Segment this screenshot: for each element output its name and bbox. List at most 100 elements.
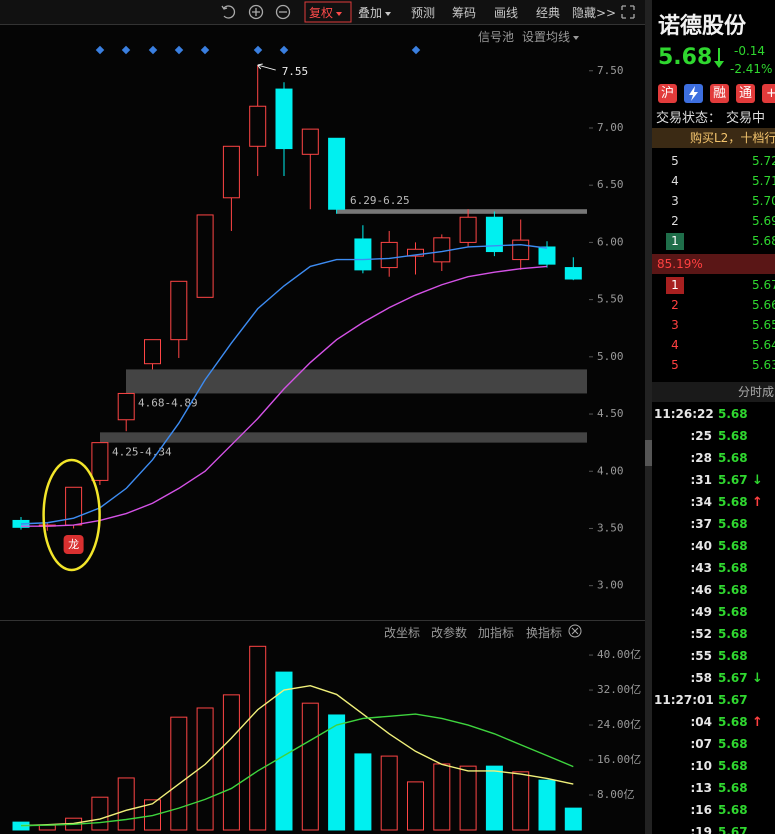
trade-time: :25	[690, 429, 713, 443]
candle-body	[564, 267, 582, 280]
trade-price: 5.68	[718, 605, 748, 619]
candle-body	[485, 216, 503, 253]
close-indicator-icon[interactable]	[568, 624, 582, 638]
trade-price: 5.68	[718, 803, 748, 817]
chart: 3.00 3.50 4.00 4.50 5.00 5.50 6.00 6.50 7.00 7.50…	[0, 0, 645, 831]
toolbar-button[interactable]: 预测	[411, 6, 436, 20]
stock-name: 诺德股份	[658, 14, 747, 39]
trade-time: :28	[690, 451, 713, 465]
trade-price: 5.68	[718, 737, 748, 751]
moving-average	[20, 243, 548, 525]
trade-price: 5.67	[718, 671, 748, 685]
trade-time: :40	[690, 539, 713, 553]
toolbar-button[interactable]: 画线	[494, 6, 519, 20]
toolbar-button[interactable]: 叠加	[358, 4, 391, 21]
scrollbar[interactable]	[645, 0, 652, 834]
volume-bar	[249, 645, 267, 831]
trade-time: :10	[690, 759, 713, 773]
trade-time: :13	[690, 781, 713, 795]
trade-arrow: ↑	[752, 715, 763, 730]
badge[interactable]: 通	[736, 84, 755, 103]
candle-body	[512, 239, 530, 261]
trade-price: 5.68	[718, 759, 748, 773]
trade-price: 5.68	[718, 627, 748, 641]
level: 3	[671, 318, 679, 332]
volume-bar	[301, 702, 319, 831]
volume-bar	[459, 765, 477, 831]
lightning-badge[interactable]	[684, 84, 703, 103]
y-tick-label: 16.00亿	[597, 753, 641, 766]
chart-link[interactable]: 信号池	[478, 30, 515, 44]
chart-link[interactable]: 设置均线	[522, 28, 579, 45]
toolbar-button[interactable]: 筹码	[452, 6, 477, 20]
candle-body	[328, 137, 346, 210]
order-price: 5.72	[752, 154, 775, 168]
trades-title: 分时成	[652, 382, 775, 402]
zone-label: 4.68-4.89	[138, 396, 198, 409]
y-tick-label: 7.50	[597, 64, 624, 77]
trade-price: 5.68	[718, 539, 748, 553]
indicator-button[interactable]: 改坐标	[384, 626, 421, 640]
trade-price: 5.68	[718, 583, 748, 597]
volume-bar	[354, 753, 372, 831]
volume-bar	[512, 771, 530, 831]
indicator-button[interactable]: 换指标	[526, 626, 563, 640]
status-label: 交易状态：	[656, 111, 722, 126]
button-label: 复权	[309, 6, 342, 20]
candle-body	[380, 241, 398, 269]
highlight-circle	[42, 458, 101, 572]
volume-bar	[485, 765, 503, 831]
order-price: 5.69	[752, 214, 775, 228]
toolbar-button[interactable]: 经典	[536, 6, 561, 20]
y-tick-label: 40.00亿	[597, 648, 641, 661]
zoom-in-icon[interactable]	[248, 4, 264, 20]
trade-time: :19	[690, 825, 713, 834]
close-indicator-icon[interactable]	[571, 627, 579, 635]
candle-body	[407, 248, 424, 257]
badge[interactable]: 沪	[658, 84, 677, 103]
indicator-button[interactable]: 加指标	[478, 626, 515, 640]
link-label: 设置均线	[522, 30, 579, 44]
high-label: 7.55	[282, 65, 309, 78]
y-tick-label: 3.00	[597, 579, 624, 592]
price-zone	[337, 209, 587, 214]
level: 5	[671, 358, 679, 372]
undo-icon[interactable]	[221, 5, 236, 19]
trade-price: 5.68	[718, 429, 748, 443]
toolbar-button[interactable]: 隐藏>>	[572, 6, 617, 20]
level: 4	[671, 174, 679, 188]
candle-body	[459, 216, 477, 243]
y-tick-label: 24.00亿	[597, 718, 641, 731]
indicator-button[interactable]: 改参数	[431, 626, 468, 640]
y-tick-label: 4.50	[597, 407, 624, 420]
candle-body	[170, 280, 188, 341]
zoom-out-icon[interactable]	[275, 4, 291, 20]
l2-banner[interactable]: 购买L2，十档行	[652, 128, 775, 148]
toolbar-button[interactable]: 复权	[309, 4, 342, 21]
button-label: 叠加	[358, 6, 391, 20]
trade-time: :46	[690, 583, 713, 597]
volume-bar	[222, 694, 240, 831]
badge[interactable]: +	[762, 84, 775, 103]
level: 1	[666, 233, 684, 250]
price-zone	[100, 432, 587, 443]
y-tick-label: 4.00	[597, 464, 624, 477]
level: 1	[666, 277, 684, 294]
price-change: -0.14	[734, 44, 766, 58]
zone-label: 6.29-6.25	[350, 194, 410, 207]
candle-body	[275, 88, 293, 150]
trade-time: :55	[690, 649, 713, 663]
trade-price: 5.68	[718, 517, 748, 531]
order-price: 5.63	[752, 358, 775, 372]
badge[interactable]: 融	[710, 84, 729, 103]
y-tick-label: 7.00	[597, 121, 624, 134]
zone-label: 4.25-4.34	[112, 446, 172, 459]
volume-bar	[433, 763, 451, 831]
fullscreen-icon[interactable]	[621, 5, 635, 19]
candle-body	[117, 392, 135, 421]
trade-price: 5.67	[718, 473, 748, 487]
trade-price: 5.68	[718, 715, 748, 729]
level: 5	[671, 154, 679, 168]
trade-arrow: ↓	[752, 473, 763, 488]
